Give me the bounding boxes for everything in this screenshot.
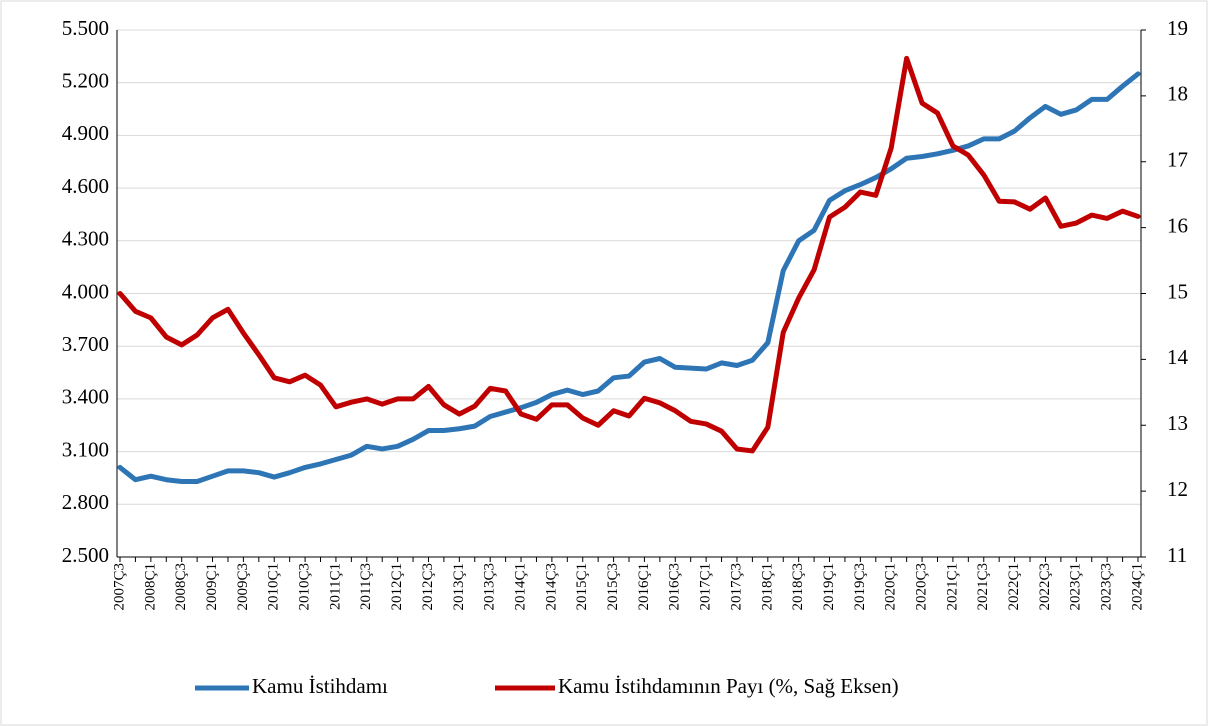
x-tick-label: 2020Ç3	[913, 563, 929, 611]
x-tick-label: 2022Ç1	[1006, 563, 1022, 611]
x-tick-label: 2017Ç3	[728, 563, 744, 611]
x-tick-label: 2014Ç3	[543, 563, 559, 611]
x-tick-label: 2007Ç3	[111, 563, 127, 611]
x-tick-label: 2018Ç3	[790, 563, 806, 611]
y-tick-label: 4.600	[62, 174, 109, 198]
y2-tick-label: 18	[1167, 82, 1188, 106]
x-tick-label: 2022Ç3	[1037, 563, 1053, 611]
y-tick-label: 3.400	[62, 385, 109, 409]
y-tick-label: 5.500	[62, 16, 109, 40]
legend-label: Kamu İstihdamının Payı (%, Sağ Eksen)	[558, 674, 899, 698]
x-tick-label: 2011Ç1	[327, 563, 343, 610]
legend-label: Kamu İstihdamı	[252, 674, 388, 698]
x-tick-label: 2020Ç1	[883, 563, 899, 611]
x-tick-label: 2018Ç1	[759, 563, 775, 611]
series-line	[117, 71, 1141, 484]
y-tick-label: 3.100	[62, 437, 109, 461]
y2-tick-label: 15	[1167, 279, 1188, 303]
x-tick-label: 2009Ç3	[235, 563, 251, 611]
series-line	[117, 55, 1141, 454]
x-tick-label: 2009Ç1	[204, 563, 220, 611]
x-tick-label: 2015Ç3	[605, 563, 621, 611]
y-tick-label: 2.500	[62, 543, 109, 567]
x-tick-label: 2017Ç1	[698, 563, 714, 611]
x-tick-label: 2019Ç1	[821, 563, 837, 611]
x-tick-label: 2008Ç1	[142, 563, 158, 611]
x-tick-label: 2008Ç3	[173, 563, 189, 611]
x-tick-label: 2012Ç3	[420, 563, 436, 611]
x-tick-label: 2019Ç3	[852, 563, 868, 611]
x-tick-label: 2023Ç3	[1099, 563, 1115, 611]
y2-tick-label: 12	[1167, 477, 1188, 501]
x-tick-label: 2021Ç3	[975, 563, 991, 611]
x-tick-label: 2013Ç3	[482, 563, 498, 611]
y2-tick-label: 11	[1167, 543, 1187, 567]
x-tick-label: 2010Ç1	[266, 563, 282, 611]
x-tick-label: 2016Ç1	[636, 563, 652, 611]
y-tick-label: 2.800	[62, 490, 109, 514]
x-tick-label: 2012Ç1	[389, 563, 405, 611]
y2-tick-label: 14	[1167, 345, 1189, 369]
x-tick-label: 2011Ç3	[358, 563, 374, 610]
y-tick-label: 5.200	[62, 69, 109, 93]
y2-tick-label: 16	[1167, 213, 1188, 237]
y-tick-label: 4.000	[62, 279, 109, 303]
x-tick-label: 2015Ç1	[574, 563, 590, 611]
y2-tick-label: 13	[1167, 411, 1188, 435]
y-tick-label: 4.300	[62, 227, 109, 251]
y2-tick-label: 17	[1167, 148, 1188, 172]
x-tick-label: 2016Ç3	[667, 563, 683, 611]
x-tick-label: 2024Ç1	[1129, 563, 1145, 611]
x-tick-label: 2014Ç1	[512, 563, 528, 611]
y-tick-label: 3.700	[62, 332, 109, 356]
y-tick-label: 4.900	[62, 121, 109, 145]
x-tick-label: 2023Ç1	[1068, 563, 1084, 611]
x-tick-label: 2013Ç1	[451, 563, 467, 611]
x-tick-label: 2021Ç1	[944, 563, 960, 611]
x-tick-label: 2010Ç3	[297, 563, 313, 611]
y2-tick-label: 19	[1167, 16, 1188, 40]
